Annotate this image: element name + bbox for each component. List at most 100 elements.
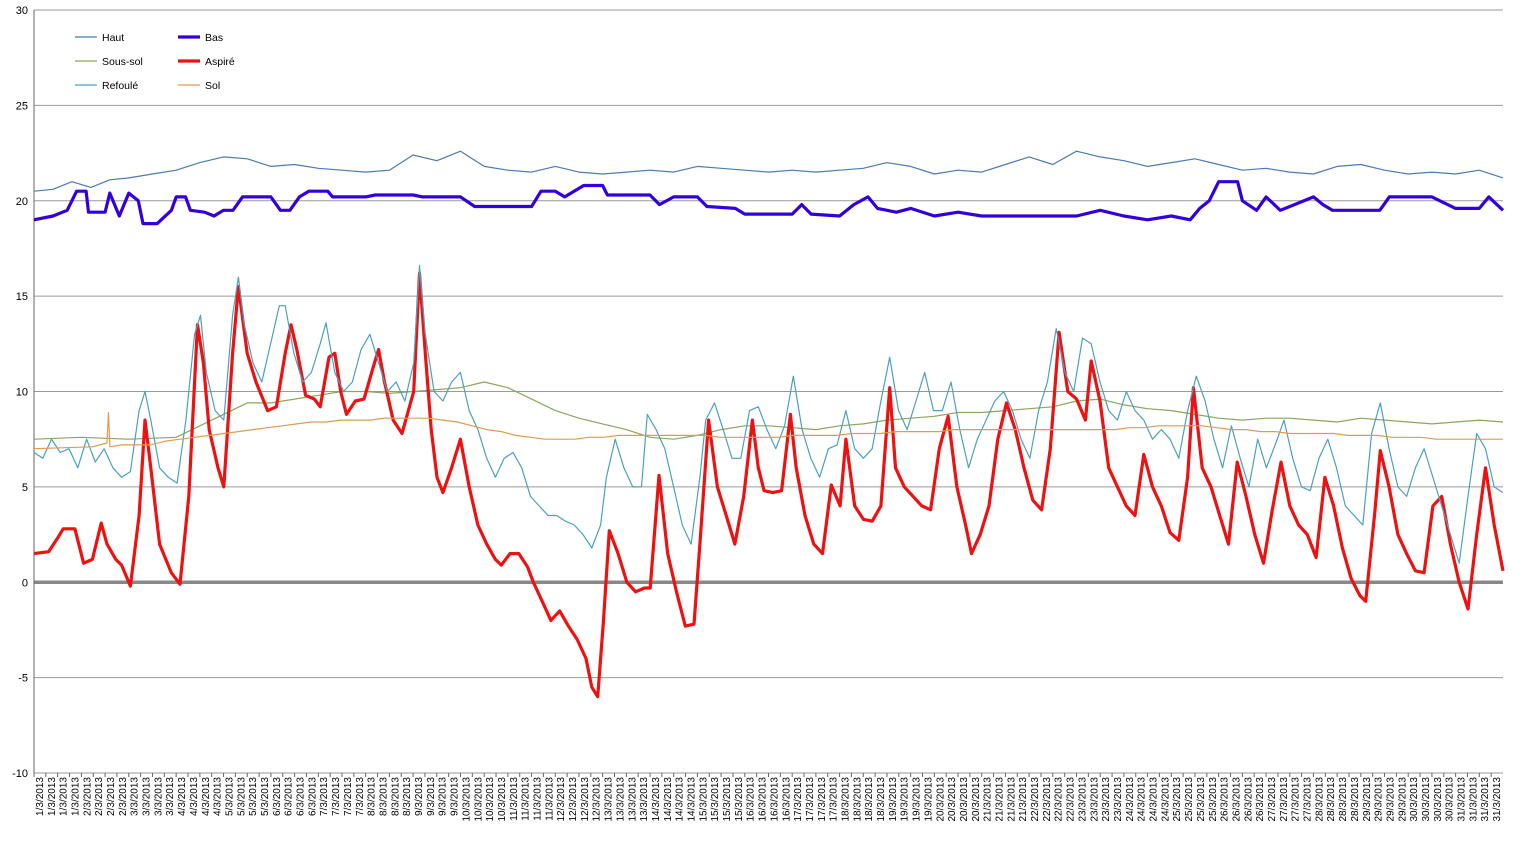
x-tick-label-97: 25/3/2013 [1184, 777, 1195, 822]
y-tick-label-4: 10 [16, 387, 28, 399]
x-tick-label-84: 22/3/2013 [1030, 777, 1041, 822]
x-tick-label-117: 30/3/2013 [1421, 777, 1432, 822]
x-tick-label-40: 11/3/2013 [509, 777, 520, 821]
x-tick-label-118: 30/3/2013 [1433, 777, 1444, 822]
x-tick-label-88: 23/3/2013 [1077, 777, 1088, 822]
y-tick-label-3: 5 [22, 482, 28, 494]
x-tick-label-42: 11/3/2013 [532, 777, 543, 821]
x-tick-label-11: 3/3/2013 [165, 777, 176, 816]
x-tick-label-63: 16/3/2013 [781, 777, 792, 822]
y-axis-tick-labels: -10 -5 0 5 10 15 20 25 30 [12, 5, 28, 780]
legend-label-5: Sol [205, 80, 220, 92]
x-tick-label-96: 25/3/2013 [1172, 777, 1183, 822]
series-line-aspiré [33, 271, 1505, 699]
x-tick-label-47: 12/3/2013 [592, 777, 603, 822]
x-tick-label-52: 14/3/2013 [651, 777, 662, 822]
x-tick-label-76: 20/3/2013 [935, 777, 946, 822]
x-tick-label-37: 10/3/2013 [473, 777, 484, 822]
x-tick-label-27: 7/3/2013 [355, 777, 366, 816]
x-tick-label-62: 16/3/2013 [769, 777, 780, 822]
x-tick-label-58: 15/3/2013 [722, 777, 733, 822]
y-tick-label-1: -5 [18, 673, 28, 685]
x-tick-label-17: 5/3/2013 [236, 777, 247, 816]
x-tick-label-60: 16/3/2013 [746, 777, 757, 822]
x-tick-label-95: 24/3/2013 [1160, 777, 1171, 822]
x-tick-label-39: 10/3/2013 [497, 777, 508, 822]
x-tick-label-112: 29/3/2013 [1362, 777, 1373, 822]
x-tick-label-21: 6/3/2013 [284, 777, 295, 816]
x-tick-label-77: 20/3/2013 [947, 777, 958, 822]
x-tick-label-56: 15/3/2013 [698, 777, 709, 822]
legend-label-3: Aspiré [205, 56, 235, 68]
x-tick-label-99: 25/3/2013 [1208, 777, 1219, 822]
x-tick-label-107: 27/3/2013 [1303, 777, 1314, 822]
x-tick-label-78: 20/3/2013 [959, 777, 970, 822]
x-tick-label-64: 17/3/2013 [793, 777, 804, 822]
x-tick-label-91: 23/3/2013 [1113, 777, 1124, 822]
y-tick-label-6: 20 [16, 196, 28, 208]
x-tick-label-65: 17/3/2013 [805, 777, 816, 822]
y-tick-label-2: 0 [22, 577, 28, 589]
x-tick-label-3: 1/3/2013 [70, 777, 81, 816]
x-tick-label-100: 26/3/2013 [1220, 777, 1231, 822]
x-tick-label-86: 22/3/2013 [1054, 777, 1065, 822]
series-line-bas [33, 180, 1505, 226]
x-tick-label-48: 13/3/2013 [604, 777, 615, 822]
x-tick-label-67: 17/3/2013 [829, 777, 840, 822]
x-tick-label-8: 3/3/2013 [130, 777, 141, 816]
x-tick-label-110: 28/3/2013 [1338, 777, 1349, 822]
x-tick-label-26: 7/3/2013 [343, 777, 354, 816]
y-tick-label-8: 30 [16, 5, 28, 17]
x-tick-label-20: 6/3/2013 [272, 777, 283, 816]
x-tick-label-93: 24/3/2013 [1137, 777, 1148, 822]
x-tick-label-70: 18/3/2013 [864, 777, 875, 822]
x-tick-label-44: 12/3/2013 [556, 777, 567, 822]
x-tick-label-38: 10/3/2013 [485, 777, 496, 822]
x-tick-label-32: 9/3/2013 [414, 777, 425, 816]
x-tick-label-72: 19/3/2013 [888, 777, 899, 822]
x-tick-label-4: 2/3/2013 [82, 777, 93, 816]
x-tick-label-116: 30/3/2013 [1409, 777, 1420, 822]
x-tick-label-50: 13/3/2013 [627, 777, 638, 822]
x-tick-label-90: 23/3/2013 [1101, 777, 1112, 822]
x-tick-label-53: 14/3/2013 [663, 777, 674, 822]
x-tick-label-87: 22/3/2013 [1066, 777, 1077, 822]
x-tick-label-102: 26/3/2013 [1243, 777, 1254, 822]
legend: Haut Bas Sous-sol Aspiré Refoulé Sol [75, 32, 235, 92]
legend-label-2: Sous-sol [102, 56, 143, 68]
x-tick-label-30: 8/3/2013 [390, 777, 401, 816]
x-tick-label-25: 7/3/2013 [331, 777, 342, 816]
x-tick-label-66: 17/3/2013 [817, 777, 828, 822]
x-tick-label-2: 1/3/2013 [59, 777, 70, 816]
y-tick-label-0: -10 [12, 768, 28, 780]
x-tick-label-111: 28/3/2013 [1350, 777, 1361, 822]
x-tick-label-59: 15/3/2013 [734, 777, 745, 822]
series-line-sol [33, 411, 1503, 450]
x-tick-label-35: 9/3/2013 [450, 777, 461, 816]
x-tick-label-34: 9/3/2013 [438, 777, 449, 816]
x-tick-label-105: 27/3/2013 [1279, 777, 1290, 822]
legend-label-4: Refoulé [102, 80, 138, 92]
x-tick-label-46: 12/3/2013 [580, 777, 591, 822]
x-tick-label-12: 4/3/2013 [177, 777, 188, 816]
x-tick-label-61: 16/3/2013 [758, 777, 769, 822]
x-tick-label-109: 28/3/2013 [1326, 777, 1337, 822]
x-tick-label-85: 22/3/2013 [1042, 777, 1053, 822]
x-tick-label-49: 13/3/2013 [615, 777, 626, 822]
x-tick-label-36: 10/3/2013 [461, 777, 472, 822]
x-tick-label-103: 26/3/2013 [1255, 777, 1266, 822]
x-tick-label-82: 21/3/2013 [1006, 777, 1017, 822]
x-tick-label-1: 1/3/2013 [47, 777, 58, 816]
x-tick-label-5: 2/3/2013 [94, 777, 105, 816]
x-tick-label-73: 19/3/2013 [900, 777, 911, 822]
gridlines [33, 9, 1503, 774]
y-tick-label-7: 25 [16, 100, 28, 112]
x-tick-label-123: 31/3/2013 [1492, 777, 1503, 822]
legend-label-0: Haut [102, 32, 124, 44]
x-tick-label-108: 28/3/2013 [1314, 777, 1325, 822]
x-tick-label-121: 31/3/2013 [1468, 777, 1479, 822]
x-tick-label-92: 24/3/2013 [1125, 777, 1136, 822]
x-tick-label-31: 8/3/2013 [402, 777, 413, 816]
x-tick-label-120: 31/3/2013 [1457, 777, 1468, 822]
x-tick-label-14: 4/3/2013 [201, 777, 212, 816]
